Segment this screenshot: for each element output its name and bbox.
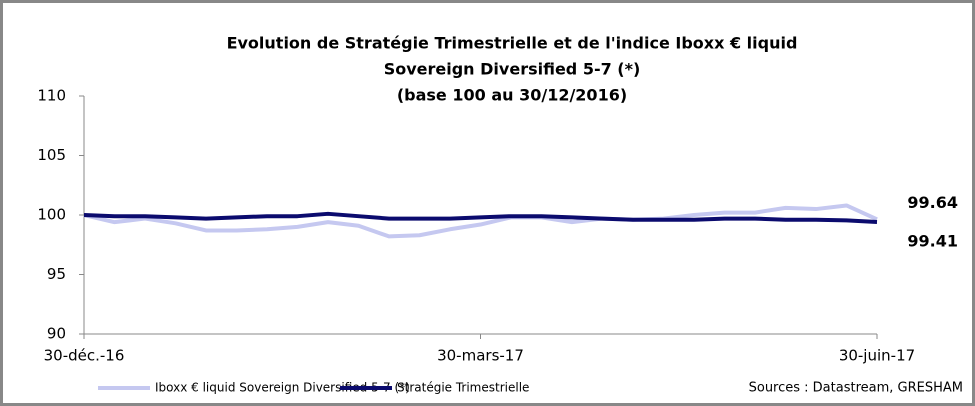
y-tick-label: 95 [47,265,66,283]
y-tick-label: 100 [37,206,66,224]
chart-title: (base 100 au 30/12/2016) [397,86,627,105]
chart-title: Sovereign Diversified 5-7 (*) [384,60,641,79]
data-label: 99.41 [907,232,958,251]
y-tick-label: 90 [47,325,66,343]
x-tick-label: 30-juin-17 [839,347,915,365]
legend-label: Iboxx € liquid Sovereign Diversified 5-7… [155,381,410,395]
y-tick-label: 110 [37,87,66,105]
x-tick-label: 30-déc.-16 [44,347,125,365]
chart-title: Evolution de Stratégie Trimestrielle et … [227,34,798,53]
series-line [83,211,878,225]
legend-label: Stratégie Trimestrielle [397,381,529,395]
series-line [83,203,878,239]
data-label: 99.64 [907,193,958,212]
y-tick-label: 105 [37,146,66,164]
source: Sources : Datastream, GRESHAM [749,381,963,396]
x-tick-label: 30-mars-17 [437,347,524,365]
